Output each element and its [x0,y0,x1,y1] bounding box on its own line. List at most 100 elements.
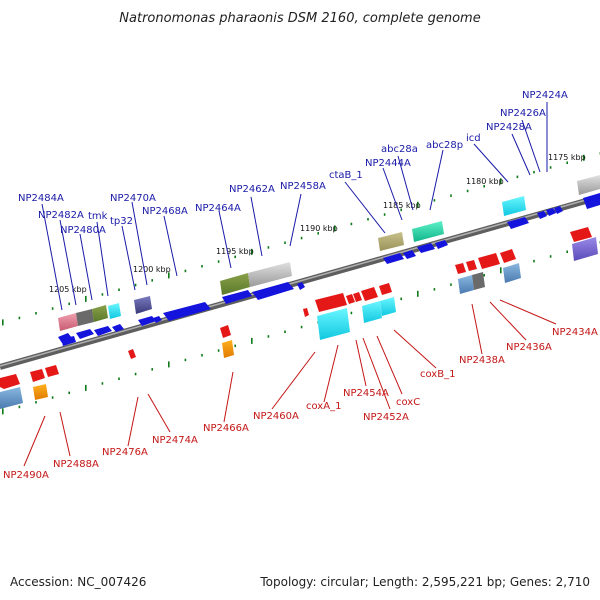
gene-label-abc28a[interactable]: abc28a [381,144,418,155]
gene-label-np2468a[interactable]: NP2468A [142,206,188,217]
gene-arrow[interactable] [466,260,477,271]
gene-arrow[interactable] [94,326,112,336]
gene-label-np2438a[interactable]: NP2438A [459,355,505,366]
gene-arrow[interactable] [403,250,416,259]
gene-arrow[interactable] [583,193,600,209]
gene-arrow[interactable] [383,253,404,264]
domain-block [412,221,444,242]
gene-label-np2490a[interactable]: NP2490A [3,470,49,481]
gene-label-np2434a[interactable]: NP2434A [552,327,598,338]
minor-tick [433,199,436,202]
minor-tick [300,236,303,240]
gene-arrow[interactable] [500,249,516,263]
minor-tick [201,354,203,357]
gene-label-np2458a[interactable]: NP2458A [280,181,326,192]
gene-label-np2480a[interactable]: NP2480A [60,225,106,236]
gene-arrow[interactable] [128,349,136,359]
gene-arrow[interactable] [222,290,252,304]
gene-label-np2444a[interactable]: NP2444A [365,158,411,169]
minor-tick [201,265,203,268]
topology-text: Topology: circular; Length: 2,595,221 bp… [259,575,590,589]
forward-genes [58,193,600,346]
minor-tick [549,255,552,258]
gene-arrow[interactable] [379,283,392,295]
minor-tick [350,311,353,315]
gene-arrow[interactable] [30,369,45,382]
domain-block [380,297,396,316]
gene-arrow[interactable] [315,293,347,312]
gene-arrow[interactable] [112,324,124,332]
major-tick [2,408,4,415]
gene-label-coxc[interactable]: coxC [396,397,420,408]
gene-arrow[interactable] [138,316,156,326]
minor-tick [184,358,187,362]
major-tick [2,319,4,326]
gene-arrow[interactable] [0,374,20,389]
gene-arrow[interactable] [76,329,94,339]
gene-label-np2452a[interactable]: NP2452A [363,412,409,423]
gene-arrow[interactable] [361,287,378,301]
gene-arrow[interactable] [252,282,294,300]
minor-tick [101,382,104,385]
gene-label-np2424a[interactable]: NP2424A [522,90,568,101]
gene-label-np2470a[interactable]: NP2470A [110,193,156,204]
minor-tick [516,175,519,179]
gene-arrow[interactable] [45,365,59,377]
gene-arrow[interactable] [507,217,529,229]
gene-label-np2466a[interactable]: NP2466A [203,423,249,434]
gene-arrow[interactable] [303,308,309,317]
minor-tick [35,312,37,315]
gene-arrow[interactable] [353,292,362,302]
gene-label-abc28p[interactable]: abc28p [426,140,463,151]
gene-arrow[interactable] [163,302,211,321]
domain-block [458,275,474,294]
gene-label-np2474a[interactable]: NP2474A [152,435,198,446]
major-tick [500,178,502,185]
gene-arrow[interactable] [554,206,563,214]
gene-label-tmk[interactable]: tmk [88,211,108,222]
gene-label-np2454a[interactable]: NP2454A [343,388,389,399]
gene-arrow[interactable] [546,208,556,216]
gene-arrow[interactable] [417,243,435,253]
major-tick [417,201,419,208]
gene-label-coxa1[interactable]: coxA_1 [306,401,341,412]
domain-block [108,303,121,319]
minor-tick [134,372,137,376]
gene-arrow[interactable] [297,282,305,290]
gene-label-np2462a[interactable]: NP2462A [229,184,275,195]
minor-tick [267,335,270,338]
domain-block [33,384,48,400]
gene-arrow[interactable] [570,227,592,242]
gene-arrow[interactable] [478,253,500,269]
gene-arrow[interactable] [153,316,162,323]
gene-label-coxb1[interactable]: coxB_1 [420,369,455,380]
gene-label-np2426a[interactable]: NP2426A [500,108,546,119]
gene-label-np2460a[interactable]: NP2460A [253,411,299,422]
gene-label-np2428a[interactable]: NP2428A [486,122,532,133]
gene-arrow[interactable] [61,336,76,346]
gene-arrow[interactable] [455,263,466,274]
gene-label-np2484a[interactable]: NP2484A [18,193,64,204]
gene-arrow[interactable] [346,294,355,304]
gene-label-np2488a[interactable]: NP2488A [53,459,99,470]
minor-tick [101,293,104,296]
gene-arrow[interactable] [435,240,448,249]
gene-label-ctab1[interactable]: ctaB_1 [329,170,363,181]
gene-label-np2464a[interactable]: NP2464A [195,203,241,214]
domain-block [76,309,94,326]
domain-block [220,273,250,295]
gene-label-np2436a[interactable]: NP2436A [506,342,552,353]
minor-tick [284,330,286,333]
scale-label-1180: 1180 kbp [466,177,504,186]
gene-arrow[interactable] [537,211,547,219]
lower-leader-lines [23,299,557,467]
gene-label-tp32[interactable]: tp32 [110,216,133,227]
gene-arrow[interactable] [220,325,231,338]
gene-label-np2482a[interactable]: NP2482A [38,210,84,221]
domain-block [572,237,598,261]
gene-label-icd[interactable]: icd [466,133,481,144]
domain-block [92,305,108,322]
gene-label-np2476a[interactable]: NP2476A [102,447,148,458]
domain-block [577,175,600,195]
forward-domains [58,175,600,331]
